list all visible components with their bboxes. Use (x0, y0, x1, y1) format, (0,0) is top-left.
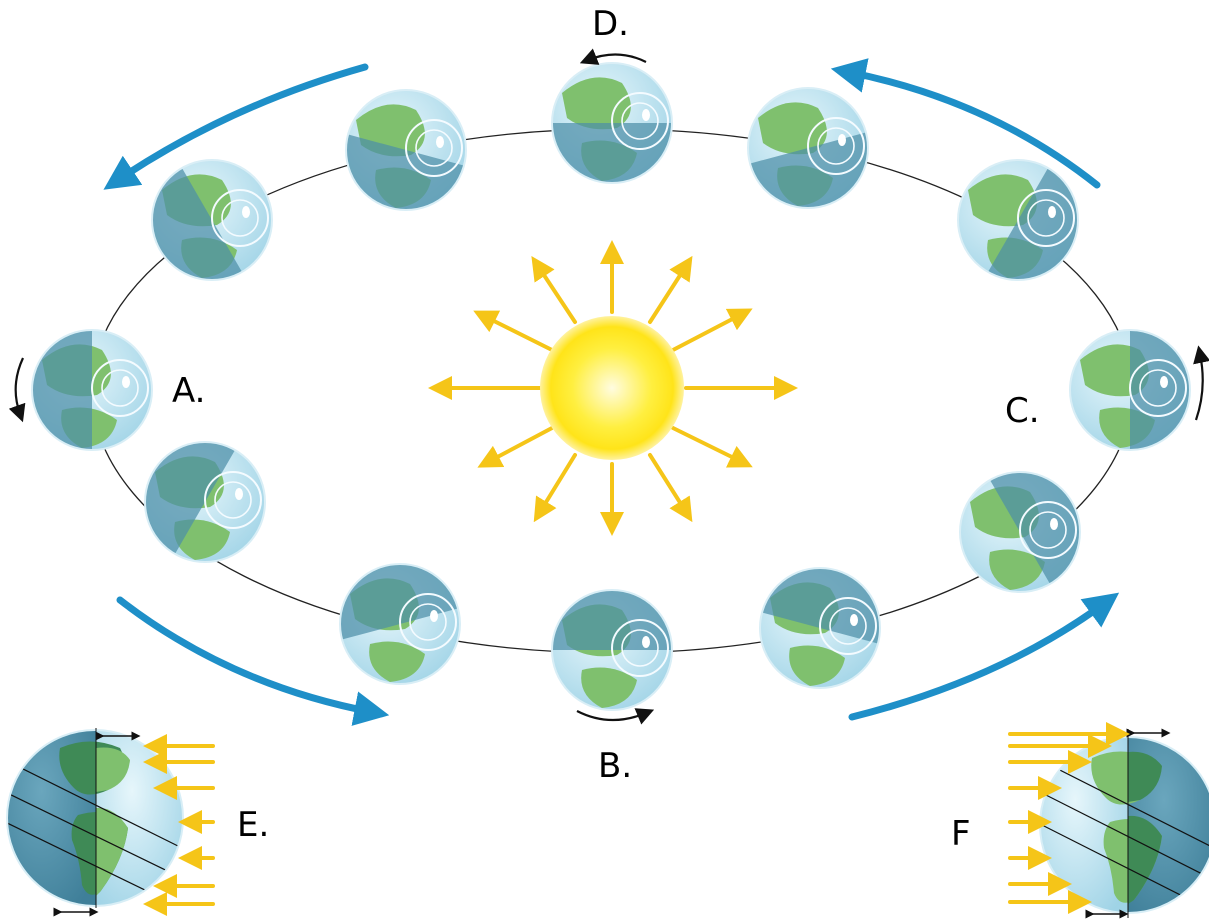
large-earth-e (6, 728, 184, 917)
curved-arrow-icon (848, 592, 1120, 721)
earth-globe-icon (151, 159, 273, 281)
label-a: A. (172, 371, 205, 411)
curved-arrow-icon (116, 596, 390, 726)
rotation-arrow-icon (8, 357, 26, 423)
large-earth-f (1039, 728, 1209, 919)
earth-globe-icon (759, 567, 881, 689)
earth-globe-icon (957, 159, 1079, 281)
earth-globe-icon (1069, 329, 1191, 451)
rotation-arrow-icon (576, 708, 655, 725)
label-c: C. (1005, 391, 1040, 431)
sun-rays (428, 240, 798, 536)
label-b: B. (598, 746, 632, 786)
earth-globe-icon (551, 62, 673, 184)
label-f: F (951, 814, 971, 854)
earth-globe-icon (345, 89, 467, 211)
sunlight-arrows-f (1008, 722, 1130, 914)
earth-globe-icon (144, 441, 266, 563)
sunlight-arrows-e (143, 734, 215, 916)
earth-globe-icon (747, 87, 869, 209)
rotation-arrow-icon (579, 48, 647, 65)
earth-globe-icon (339, 563, 461, 685)
rotation-arrow-icon (1193, 345, 1209, 421)
earth-globes (31, 62, 1191, 711)
curved-arrow-icon (830, 58, 1101, 189)
label-e: E. (237, 805, 269, 845)
orbit-direction-arrows (103, 58, 1120, 726)
earth-globe-icon (31, 329, 153, 451)
earth-globe-icon (551, 589, 673, 711)
curved-arrow-icon (103, 63, 369, 190)
label-d: D. (592, 4, 629, 44)
rotation-arrows (8, 48, 1209, 725)
earth-globe-icon (959, 471, 1081, 593)
sun-icon (540, 316, 684, 460)
